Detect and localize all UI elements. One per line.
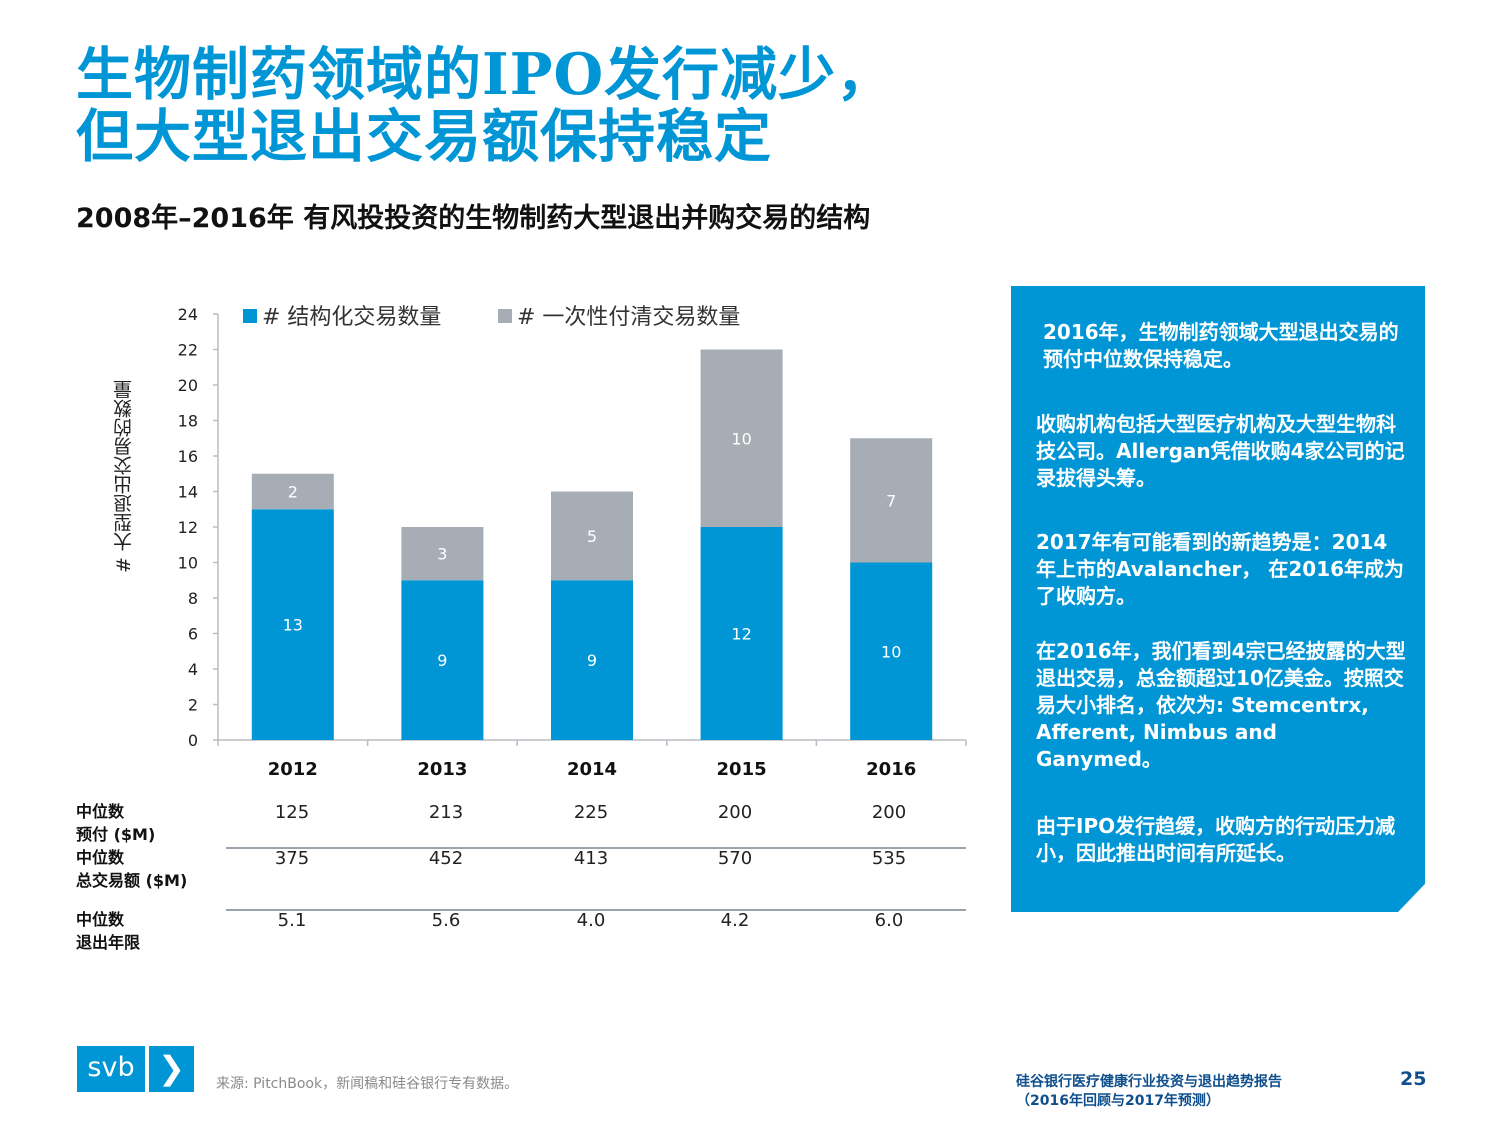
table-cell: 375 [274,848,310,869]
table-cell: 4.0 [576,910,606,931]
data-label: 3 [437,545,447,564]
bar-structured [700,527,783,740]
bar-lump-sum [251,473,334,510]
y-axis-label: # 大型退出交易的数量 [113,380,135,573]
table-cell: 200 [717,802,753,823]
table-row-years: 中位数 退出年限 5.1 5.6 4.0 4.2 6.0 [76,906,966,952]
legend-swatch [498,309,512,323]
table-cell: 4.2 [720,910,750,931]
y-tick-label: 0 [188,731,198,750]
table-cell: 125 [274,802,310,823]
y-tick-label: 10 [178,554,198,573]
data-label: 2 [288,483,298,502]
source-note: 来源: PitchBook，新闻稿和硅谷银行专有数据。 [216,1076,519,1092]
data-label: 10 [881,642,901,661]
bar-structured [401,580,484,740]
x-category-label: 2015 [717,759,767,780]
data-label: 12 [731,625,751,644]
table-cell: 6.0 [874,910,904,931]
chevron-right-icon: ❯ [149,1046,194,1092]
x-category-label: 2014 [567,759,617,780]
y-tick-label: 16 [178,447,198,466]
bar-lump-sum [401,527,484,581]
table-cell: 213 [428,802,464,823]
row-divider [226,909,966,911]
data-label: 9 [587,651,597,670]
bar-lump-sum [850,438,933,563]
data-label: 7 [886,491,896,510]
legend-label: # 结构化交易数量 [262,305,441,330]
row-label: 中位数 退出年限 [76,910,141,952]
bar-lump-sum [700,349,783,527]
y-tick-label: 20 [178,376,198,395]
table-cell: 535 [871,848,907,869]
chart-subtitle: 2008年–2016年 有风投投资的生物制药大型退出并购交易的结构 [76,203,871,234]
y-tick-label: 2 [188,696,198,715]
table-cell: 5.1 [277,910,307,931]
y-tick-label: 8 [188,589,198,608]
table-cell: 225 [573,802,609,823]
insight-text: 2016年，生物制药领域大型退出交易的预付中位数保持稳定。 [1043,320,1399,371]
x-category-label: 2016 [866,759,916,780]
x-category-label: 2013 [417,759,467,780]
row-divider [226,847,966,849]
table-row-upfront: 中位数 预付 ($M) 125 213 225 200 200 [76,798,966,849]
bar-structured [850,562,933,740]
stacked-bar-chart: 0246810121416182022241322012932013952014… [178,305,967,780]
y-tick-label: 22 [178,341,198,360]
title-line-1: 生物制药领域的IPO发行减少， [76,41,895,108]
data-label: 10 [731,429,751,448]
y-tick-label: 18 [178,412,198,431]
median-table: 中位数 预付 ($M) 125 213 225 200 200 中位数 总交易额… [76,798,966,952]
row-label: 中位数 总交易额 ($M) [76,848,188,890]
page-number: 25 [1400,1068,1427,1090]
insight-text: 2017年有可能看到的新趋势是：2014年上市的Avalancher， 在201… [1036,530,1405,608]
x-category-label: 2012 [268,759,318,780]
page-title: 生物制药领域的IPO发行减少， 但大型退出交易额保持稳定 [76,44,976,168]
table-cell: 570 [717,848,753,869]
table-cell: 5.6 [431,910,461,931]
insight-text: 由于IPO发行趋缓，收购方的行动压力减小，因此推出时间有所延长。 [1036,814,1396,865]
legend-label: # 一次性付清交易数量 [517,305,740,330]
table-cell: 452 [428,848,464,869]
row-label: 中位数 预付 ($M) [76,802,156,844]
report-title: 硅谷银行医疗健康行业投资与退出趋势报告 （2016年回顾与2017年预测） [1016,1074,1282,1109]
y-tick-label: 6 [188,625,198,644]
bar-lump-sum [551,491,633,581]
data-label: 9 [437,651,447,670]
bar-structured [251,509,334,740]
y-tick-label: 12 [178,518,198,537]
y-tick-label: 24 [178,305,198,324]
logo-wordmark: svb [77,1046,145,1092]
insight-text: 在2016年，我们看到4宗已经披露的大型退出交易，总金额超过10亿美金。按照交易… [1036,639,1406,771]
insight-text: 收购机构包括大型医疗机构及大型生物科技公司。Allergan凭借收购4家公司的记… [1036,412,1405,490]
table-cell: 200 [871,802,907,823]
title-line-2: 但大型退出交易额保持稳定 [76,103,772,170]
bar-structured [551,580,633,740]
svb-logo: svb ❯ [77,1046,194,1092]
table-cell: 413 [573,848,609,869]
data-label: 5 [587,527,597,546]
insights-panel: 2016年，生物制药领域大型退出交易的预付中位数保持稳定。 收购机构包括大型医疗… [1011,286,1425,912]
y-tick-label: 4 [188,660,198,679]
data-label: 13 [283,616,303,635]
legend-swatch [243,309,257,323]
table-row-total: 中位数 总交易额 ($M) 375 452 413 570 535 [76,844,966,911]
y-tick-label: 14 [178,483,198,502]
